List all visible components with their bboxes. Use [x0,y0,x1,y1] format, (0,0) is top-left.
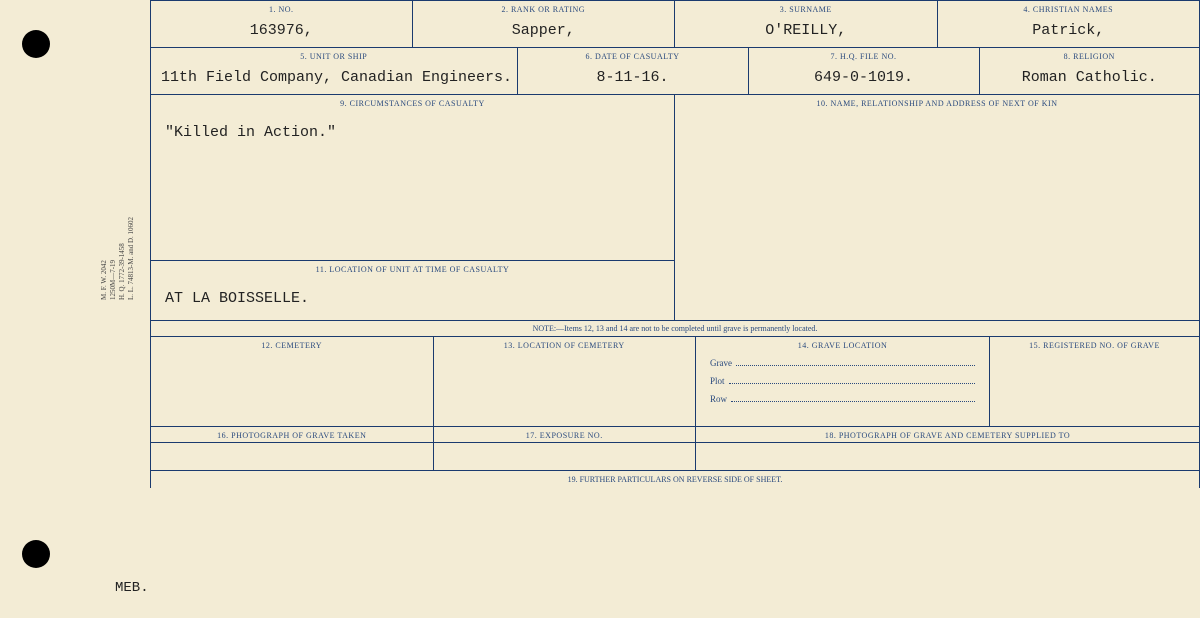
val-exposure-no [434,443,696,470]
val-religion: Roman Catholic. [980,63,1200,94]
row-unit: 5. UNIT OR SHIP 11th Field Company, Cana… [150,47,1200,94]
val-photo-supplied [696,443,1199,470]
val-registered-grave-no [990,352,1199,426]
hdr-photo-supplied: 18. PHOTOGRAPH OF GRAVE AND CEMETERY SUP… [696,427,1199,442]
hdr-next-of-kin: 10. NAME, RELATIONSHIP AND ADDRESS OF NE… [675,95,1199,110]
side-line-1: M. F. W. 2042 [100,217,109,300]
row-grave: 12. CEMETERY 13. LOCATION OF CEMETERY 14… [150,336,1200,426]
grave-line-row: Row [696,388,989,406]
val-cemetery [151,352,433,426]
hdr-registered-grave-no: 15. REGISTERED NO. OF GRAVE [990,337,1199,352]
hdr-location-unit: 11. LOCATION OF UNIT AT TIME OF CASUALTY [151,260,674,276]
val-no: 163976, [151,16,412,47]
val-next-of-kin [675,110,1199,320]
hdr-religion: 8. RELIGION [980,48,1200,63]
footer-further-particulars: 19. FURTHER PARTICULARS ON REVERSE SIDE … [150,470,1200,488]
hdr-no: 1. NO. [151,1,412,16]
initials: MEB. [115,580,149,596]
hdr-grave-location: 14. GRAVE LOCATION [696,337,989,352]
hdr-circumstances: 9. CIRCUMSTANCES OF CASUALTY [151,95,674,110]
side-line-2: 1250M—7-19 [109,217,118,300]
val-unit: 11th Field Company, Canadian Engineers. [151,63,517,94]
hdr-christian-names: 4. CHRISTIAN NAMES [938,1,1200,16]
hdr-casualty-date: 6. DATE OF CASUALTY [518,48,748,63]
val-photo-taken [151,443,433,470]
hdr-surname: 3. SURNAME [675,1,937,16]
note-permanently-located: NOTE:—Items 12, 13 and 14 are not to be … [150,320,1200,336]
hdr-unit: 5. UNIT OR SHIP [151,48,517,63]
val-hq-file: 649-0-1019. [749,63,979,94]
side-line-4: L. L. 74813-M. and D. 10602 [127,217,136,300]
grave-line-plot: Plot [696,370,989,388]
binder-hole-bottom [22,540,50,568]
val-surname: O'REILLY, [675,16,937,47]
hdr-cemetery: 12. CEMETERY [151,337,433,352]
hdr-photo-taken: 16. PHOTOGRAPH OF GRAVE TAKEN [151,427,433,442]
hdr-rank: 2. RANK OR RATING [413,1,675,16]
val-rank: Sapper, [413,16,675,47]
val-cemetery-location [434,352,696,426]
form-code-sidebar: M. F. W. 2042 1250M—7-19 H. Q. 1772-39-1… [100,217,136,300]
grave-label-c: Row [710,394,727,404]
val-location-unit: AT LA BOISSELLE. [151,276,674,320]
grave-label-a: Grave [710,358,732,368]
binder-hole-top [22,30,50,58]
val-christian-names: Patrick, [938,16,1200,47]
val-casualty-date: 8-11-16. [518,63,748,94]
row-photo-val [150,442,1200,470]
row-photo-hdr: 16. PHOTOGRAPH OF GRAVE TAKEN 17. EXPOSU… [150,426,1200,442]
grave-label-b: Plot [710,376,725,386]
record-card: 1. NO. 163976, 2. RANK OR RATING Sapper,… [150,0,1200,618]
grave-line-grave: Grave [696,352,989,370]
val-circumstances: "Killed in Action." [151,110,674,260]
hdr-exposure-no: 17. EXPOSURE NO. [434,427,696,442]
side-line-3: H. Q. 1772-39-1458 [118,217,127,300]
row-circumstances: 9. CIRCUMSTANCES OF CASUALTY "Killed in … [150,94,1200,320]
hdr-cemetery-location: 13. LOCATION OF CEMETERY [434,337,696,352]
hdr-hq-file: 7. H.Q. FILE NO. [749,48,979,63]
row-identity: 1. NO. 163976, 2. RANK OR RATING Sapper,… [150,0,1200,47]
